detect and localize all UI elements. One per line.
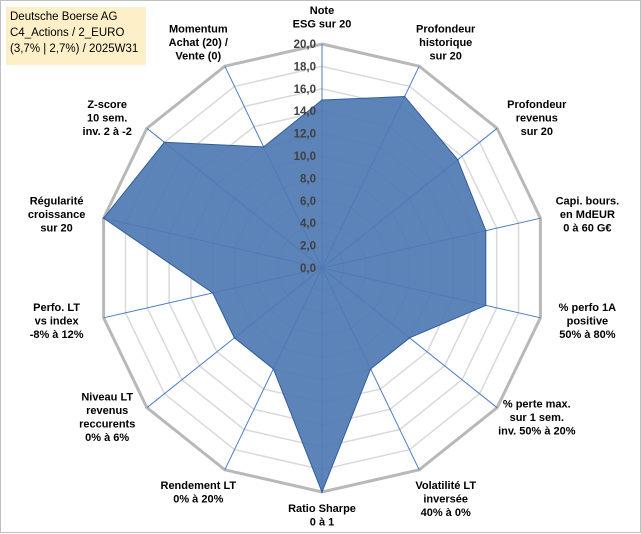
- axis-label-8: Rendement LT 0% à 20%: [161, 480, 237, 506]
- tick-label-3: 6,0: [300, 196, 316, 208]
- title-line-category: C4_Actions / 2_EURO: [10, 27, 125, 39]
- data-point-10: [212, 292, 214, 294]
- tick-label-0: 0,0: [300, 263, 316, 275]
- data-point-5: [408, 337, 411, 339]
- axis-label-5-line-2: inv. 50% à 20%: [498, 425, 576, 437]
- tick-label-9: 18,0: [294, 61, 316, 73]
- axis-label-12-line-2: inv. 2 à -2: [83, 126, 132, 138]
- axis-label-5-line-1: sur 1 sem.: [510, 412, 564, 424]
- axis-label-10: Perfo. LT vs index -8% à 12%: [30, 302, 84, 341]
- data-point-3: [485, 229, 487, 232]
- chart-title-box: Deutsche Boerse AG C4_Actions / 2_EURO (…: [6, 7, 146, 65]
- axis-label-10-line-2: -8% à 12%: [30, 329, 84, 341]
- data-point-9: [233, 337, 236, 339]
- data-point-4: [485, 304, 487, 307]
- tick-label-10: 20,0: [294, 39, 316, 51]
- axis-label-0-line-1: ESG sur 20: [293, 19, 352, 31]
- axis-label-6-line-0: Volatilité LT: [415, 480, 476, 492]
- tick-label-1: 2,0: [300, 241, 316, 253]
- axis-label-3: Capi. bours. en MdEUR 0 à 60 G€: [556, 195, 620, 234]
- axis-label-7-line-0: Ratio Sharpe: [288, 503, 356, 515]
- axis-label-11-line-0: Régularité: [30, 195, 84, 207]
- data-point-0: [321, 99, 323, 101]
- radar-tick-labels: 0,0 2,0 4,0 6,0 8,0 10,0 12,0 14,0 16,0 18,0 20,0: [294, 39, 316, 275]
- axis-label-9: Niveau LT revenus reccurents 0% à 6%: [79, 392, 135, 445]
- axis-label-10-line-0: Perfo. LT: [33, 302, 80, 314]
- data-point-8: [272, 368, 275, 370]
- axis-label-9-line-2: reccurents: [79, 419, 135, 431]
- axis-label-4-line-0: % perfo 1A: [559, 302, 617, 314]
- axis-label-4-line-1: positive: [567, 316, 609, 328]
- tick-label-6: 12,0: [294, 129, 316, 141]
- axis-label-12-line-1: 10 sem.: [87, 113, 127, 125]
- axis-label-1-line-0: Profondeur: [416, 23, 476, 35]
- axis-label-4: % perfo 1A positive 50% à 80%: [559, 302, 617, 341]
- axis-label-6-line-1: inversée: [423, 494, 468, 506]
- tick-label-5: 10,0: [294, 151, 316, 163]
- data-point-1: [403, 95, 406, 98]
- axis-label-0: Note ESG sur 20: [293, 5, 352, 31]
- axis-label-8-line-0: Rendement LT: [161, 480, 237, 492]
- tick-label-4: 8,0: [300, 173, 316, 185]
- data-point-7: [321, 491, 323, 493]
- axis-label-4-line-2: 50% à 80%: [559, 329, 615, 341]
- axis-label-12-line-0: Z-score: [87, 99, 127, 111]
- axis-label-5-line-0: % perte max.: [503, 398, 571, 410]
- axis-label-13-line-0: Momentum: [169, 23, 228, 35]
- axis-label-6: Volatilité LT inversée 40% à 0%: [415, 480, 476, 519]
- title-line-rates: (3,7% | 2,7%) / 2025W31: [10, 43, 139, 55]
- axis-label-2-line-0: Profondeur: [507, 99, 567, 111]
- axis-label-13: Momentum Achat (20) / Vente (0): [169, 23, 228, 62]
- axis-label-7-line-1: 0 à 1: [310, 517, 334, 529]
- axis-label-2-line-2: sur 20: [521, 126, 553, 138]
- axis-label-3-line-0: Capi. bours.: [556, 195, 620, 207]
- axis-label-9-line-0: Niveau LT: [81, 392, 133, 404]
- axis-label-1-line-1: historique: [419, 37, 472, 49]
- axis-label-13-line-2: Vente (0): [175, 50, 221, 62]
- data-point-2: [456, 159, 459, 161]
- axis-label-2: Profondeur revenus sur 20: [507, 99, 567, 138]
- radar-axis-labels: Note ESG sur 20 Profondeur historique sur 20…: [28, 5, 619, 529]
- tick-label-8: 16,0: [294, 84, 316, 96]
- axis-label-5: % perte max. sur 1 sem. inv. 50% à 20%: [498, 398, 576, 437]
- tick-label-2: 4,0: [300, 218, 316, 230]
- axis-label-11-line-1: croissance: [28, 209, 85, 221]
- axis-label-8-line-1: 0% à 20%: [173, 494, 223, 506]
- axis-label-1-line-2: sur 20: [429, 50, 461, 62]
- data-point-6: [369, 368, 372, 370]
- axis-label-12: Z-score 10 sem. inv. 2 à -2: [83, 99, 132, 138]
- axis-label-1: Profondeur historique sur 20: [416, 23, 476, 62]
- axis-label-3-line-1: en MdEUR: [560, 209, 615, 221]
- data-point-11: [102, 217, 105, 219]
- axis-label-7: Ratio Sharpe 0 à 1: [288, 503, 356, 529]
- axis-label-3-line-2: 0 à 60 G€: [563, 222, 611, 234]
- axis-label-0-line-0: Note: [310, 5, 334, 17]
- axis-label-6-line-2: 40% à 0%: [421, 507, 471, 519]
- axis-label-13-line-1: Achat (20) /: [169, 37, 228, 49]
- title-line-company: Deutsche Boerse AG: [10, 11, 118, 23]
- data-point-12: [163, 141, 166, 144]
- radar-series: [102, 95, 487, 494]
- axis-label-9-line-1: revenus: [86, 405, 128, 417]
- axis-label-11: Régularité croissance sur 20: [28, 195, 85, 234]
- axis-label-2-line-1: revenus: [516, 113, 558, 125]
- axis-label-10-line-1: vs index: [35, 316, 80, 328]
- data-point-13: [262, 146, 265, 148]
- axis-label-9-line-3: 0% à 6%: [85, 432, 129, 444]
- axis-label-11-line-2: sur 20: [40, 222, 72, 234]
- tick-label-7: 14,0: [294, 106, 316, 118]
